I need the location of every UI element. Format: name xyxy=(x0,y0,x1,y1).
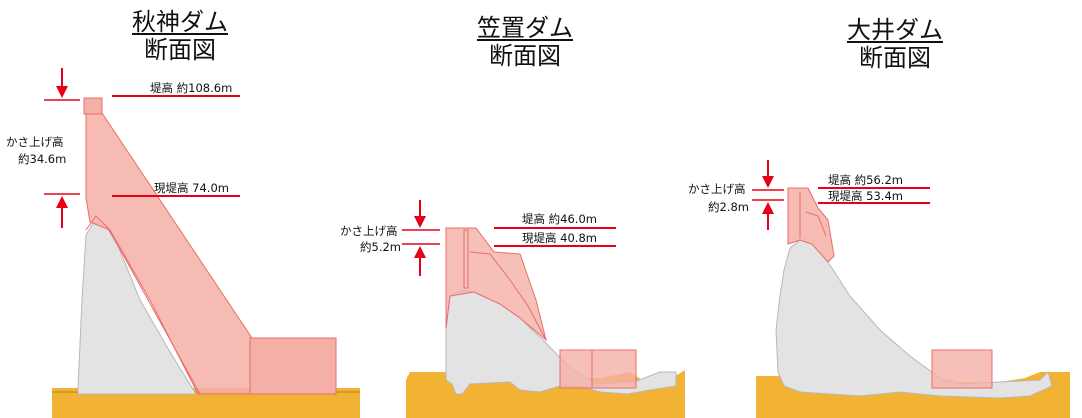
raised-dam-section xyxy=(445,227,547,342)
arrow-down xyxy=(414,216,426,228)
dam-name: 笠置ダム xyxy=(477,14,573,42)
dam-title-oi: 大井ダム 断面図 xyxy=(825,16,965,72)
height-current-label: 現堤高 74.0m xyxy=(154,181,229,195)
dam-title-kasagi: 笠置ダム 断面図 xyxy=(455,14,595,70)
raised-crest xyxy=(83,97,103,115)
arrow-up xyxy=(56,196,68,208)
arrow-up xyxy=(762,202,774,214)
arrow-down xyxy=(56,86,68,98)
raise-label-value: 約2.8m xyxy=(708,200,749,214)
height-current-label: 現堤高 53.4m xyxy=(828,189,903,203)
apron xyxy=(931,349,993,389)
existing-dam-section xyxy=(775,239,1053,399)
height-after-label: 堤高 約108.6m xyxy=(150,81,233,95)
section-label: 断面図 xyxy=(144,36,216,64)
raise-label-title: かさ上げ高 xyxy=(340,224,398,238)
height-after-label: 堤高 約46.0m xyxy=(522,212,597,226)
kasagi-dam-drawing xyxy=(402,200,685,418)
akigami-dam-drawing xyxy=(44,68,360,418)
raise-label-title: かさ上げ高 xyxy=(688,182,746,196)
raise-label-value: 約5.2m xyxy=(360,240,401,254)
raise-label-value: 約34.6m xyxy=(18,152,67,166)
height-after-label: 堤高 約56.2m xyxy=(828,173,903,187)
height-current-label: 現堤高 40.8m xyxy=(522,231,597,245)
apron xyxy=(559,349,637,389)
arrow-up xyxy=(414,246,426,258)
oi-dam-drawing xyxy=(752,160,1070,418)
ground xyxy=(52,388,360,418)
section-label: 断面図 xyxy=(489,42,561,70)
apron xyxy=(249,337,337,395)
raised-dam-section xyxy=(85,99,291,395)
arrow-down xyxy=(762,176,774,188)
raise-label-title: かさ上げ高 xyxy=(6,135,64,149)
dam-title-akigami: 秋神ダム 断面図 xyxy=(110,8,250,64)
dam-name: 秋神ダム xyxy=(132,8,228,36)
section-label: 断面図 xyxy=(859,44,931,72)
dam-name: 大井ダム xyxy=(847,16,943,44)
